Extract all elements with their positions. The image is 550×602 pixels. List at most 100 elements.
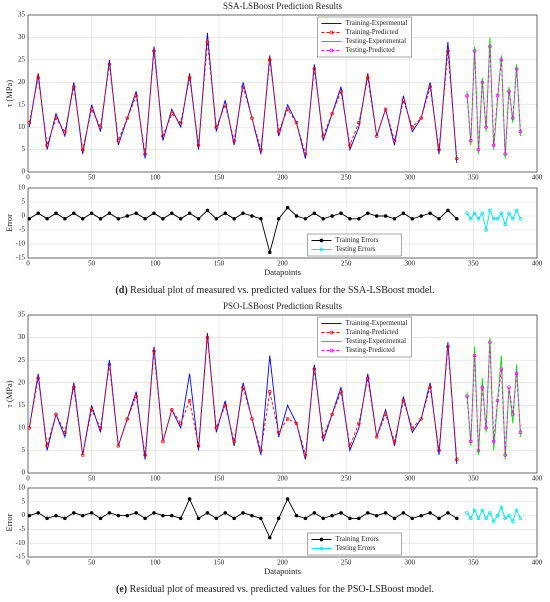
x-tick-label: 150 (214, 559, 225, 567)
data-point (366, 211, 370, 215)
series-line (466, 342, 521, 455)
legend-marker (319, 247, 324, 252)
data-point (401, 98, 406, 102)
data-point (72, 85, 76, 89)
data-point (241, 211, 245, 215)
data-point (321, 134, 325, 138)
x-tick-label: 100 (150, 559, 161, 567)
data-point (161, 439, 165, 444)
data-point (495, 217, 500, 221)
data-point (107, 362, 112, 367)
data-point (488, 208, 492, 213)
data-point (303, 217, 308, 221)
data-point (250, 214, 254, 218)
data-point (205, 335, 210, 340)
data-point (472, 211, 477, 215)
legend-label: Training Errors (336, 236, 379, 244)
data-point (480, 80, 485, 85)
y-tick-label: 0 (22, 212, 26, 220)
data-point (72, 511, 76, 515)
legend-label: Testing-Experimental (346, 337, 407, 345)
x-tick-label: 200 (277, 475, 288, 483)
data-point (161, 134, 165, 138)
caption-text: Residual plot of measured vs. predicted … (130, 584, 434, 595)
data-point (480, 211, 485, 215)
data-point (507, 513, 511, 518)
data-point (312, 511, 317, 515)
data-point (170, 211, 174, 215)
y-tick-label: -5 (19, 525, 25, 533)
data-point (312, 67, 317, 71)
data-point (232, 516, 236, 521)
data-point (54, 513, 58, 518)
data-point (437, 147, 441, 152)
data-point (294, 120, 299, 125)
data-point (410, 516, 415, 521)
data-point (330, 214, 334, 218)
data-point (339, 511, 343, 515)
x-tick-label: 150 (214, 174, 225, 182)
data-point (125, 417, 130, 421)
data-point (196, 444, 201, 448)
x-tick-label: 400 (532, 559, 543, 567)
data-point (518, 430, 523, 435)
data-point (214, 125, 219, 129)
data-point (241, 85, 245, 89)
data-point (72, 211, 76, 215)
data-point (303, 453, 308, 457)
data-point (187, 211, 192, 215)
data-point (152, 349, 156, 353)
data-point (125, 116, 130, 120)
data-point (214, 217, 219, 221)
data-point (374, 134, 379, 138)
data-point (241, 385, 245, 389)
x-tick-label: 300 (405, 260, 416, 268)
data-point (259, 217, 263, 221)
data-point (484, 426, 488, 430)
data-point (518, 129, 523, 134)
y-tick-label: 15 (18, 401, 26, 409)
data-point (339, 211, 343, 215)
legend-marker (329, 330, 334, 335)
data-point (36, 76, 40, 80)
x-tick-label: 200 (277, 559, 288, 567)
data-point (259, 516, 263, 521)
data-point (446, 511, 450, 515)
data-point (80, 217, 85, 221)
data-point (116, 513, 121, 518)
y-tick-label: -15 (16, 553, 26, 561)
data-point (125, 513, 130, 518)
data-point (161, 513, 165, 518)
data-point (63, 217, 67, 221)
data-point (36, 376, 40, 380)
legend-label: Training Errors (336, 535, 379, 543)
data-point (469, 217, 473, 221)
data-point (205, 208, 210, 213)
data-point (98, 125, 103, 129)
data-point (268, 250, 272, 255)
data-point (223, 403, 227, 408)
data-point (366, 511, 370, 515)
data-point (511, 519, 515, 523)
data-point (491, 217, 496, 221)
data-point (143, 516, 147, 521)
y-axis-label: Error (4, 214, 14, 232)
data-point (392, 439, 397, 444)
data-point (303, 516, 308, 521)
data-point (223, 211, 227, 215)
y-tick-label: 25 (18, 55, 26, 63)
y-tick-label: 30 (18, 33, 26, 41)
plot-frame (27, 314, 538, 474)
data-point (232, 217, 236, 221)
data-point (63, 430, 67, 435)
data-point (330, 111, 334, 116)
data-point (480, 385, 485, 389)
data-point (465, 511, 469, 515)
data-point (465, 93, 469, 98)
y-tick-label: 5 (22, 446, 26, 454)
data-point (476, 217, 481, 221)
data-point (392, 217, 397, 221)
data-point (170, 111, 174, 116)
data-point (285, 417, 290, 421)
data-point (339, 389, 343, 394)
